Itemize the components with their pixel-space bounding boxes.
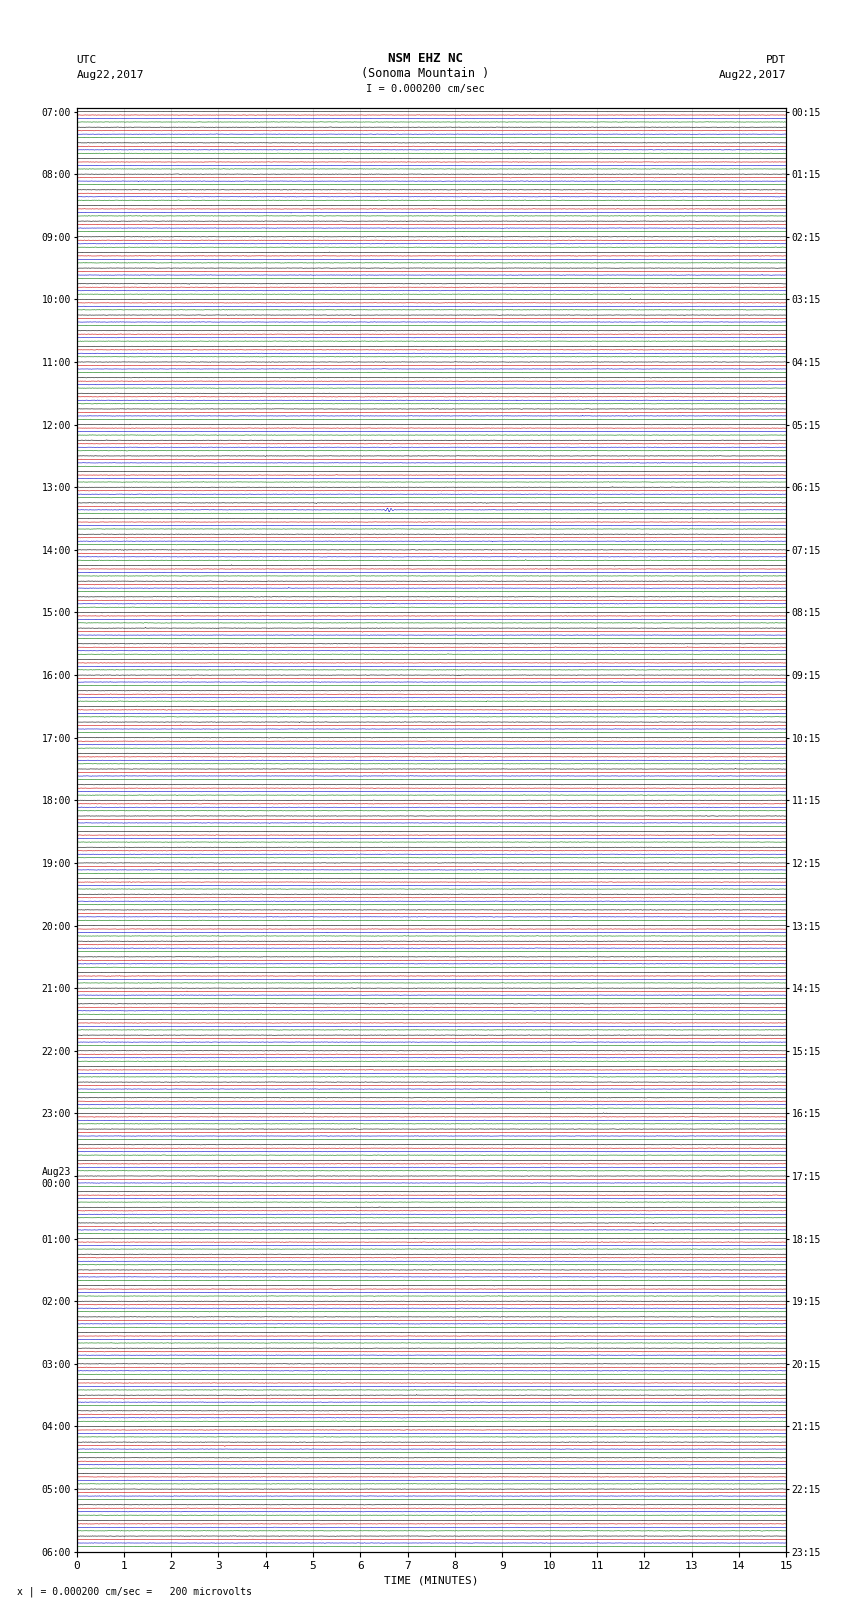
- Text: NSM EHZ NC: NSM EHZ NC: [388, 52, 462, 65]
- Text: x | = 0.000200 cm/sec =   200 microvolts: x | = 0.000200 cm/sec = 200 microvolts: [17, 1586, 252, 1597]
- Text: UTC: UTC: [76, 55, 97, 65]
- Text: I = 0.000200 cm/sec: I = 0.000200 cm/sec: [366, 84, 484, 94]
- X-axis label: TIME (MINUTES): TIME (MINUTES): [384, 1576, 479, 1586]
- Text: (Sonoma Mountain ): (Sonoma Mountain ): [361, 66, 489, 79]
- Text: Aug22,2017: Aug22,2017: [76, 69, 144, 79]
- Text: PDT: PDT: [766, 55, 786, 65]
- Text: Aug22,2017: Aug22,2017: [719, 69, 786, 79]
